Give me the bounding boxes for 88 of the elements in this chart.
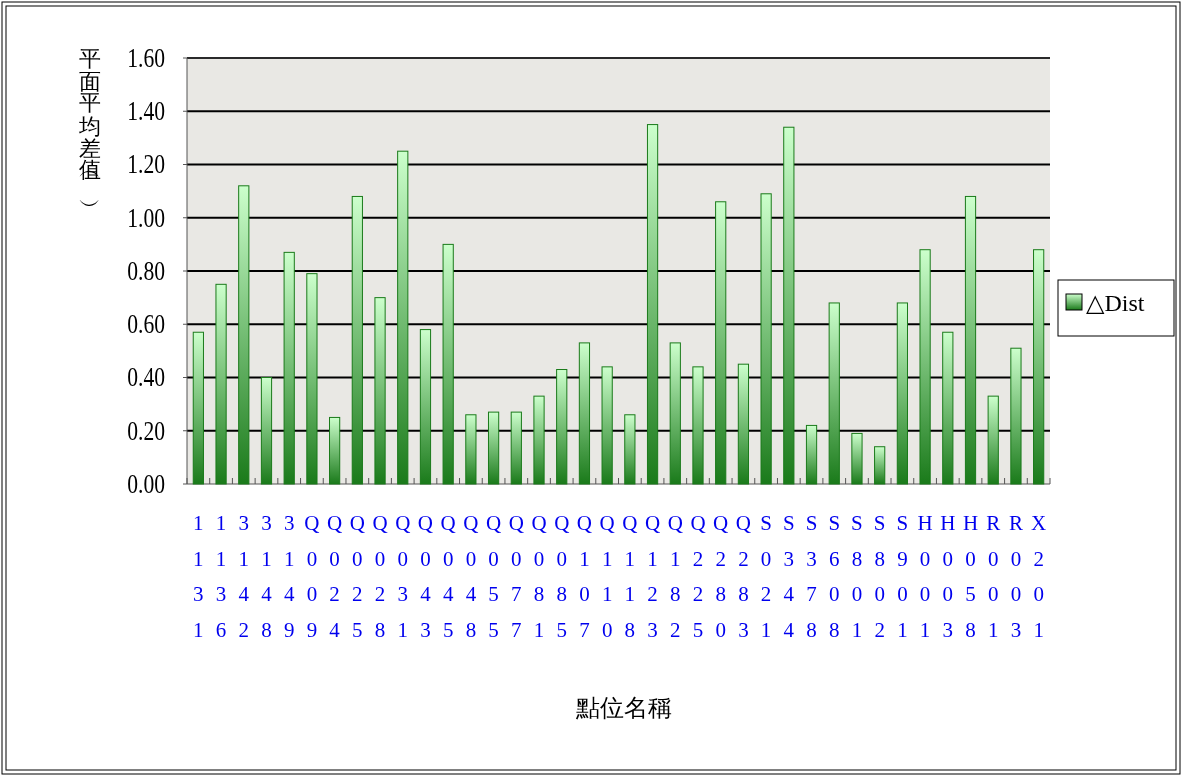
y-tick-label: 0.20 xyxy=(127,415,165,446)
legend-label: △Dist xyxy=(1086,290,1145,316)
y-tick-label: 1.40 xyxy=(127,95,165,126)
x-tick-label: Q009 xyxy=(304,511,320,642)
x-tick-label: S801 xyxy=(851,511,863,642)
bar xyxy=(805,424,818,485)
bar xyxy=(601,366,613,485)
bar xyxy=(692,366,704,485)
y-tick-label: 1.60 xyxy=(127,42,165,73)
y-tick-label: 0.40 xyxy=(127,362,165,393)
bar xyxy=(442,243,454,485)
bar xyxy=(737,363,750,485)
bar xyxy=(306,273,318,485)
x-tick-label: Q280 xyxy=(713,511,729,642)
bar xyxy=(578,342,591,485)
x-tick-label: S021 xyxy=(760,511,772,642)
bar xyxy=(487,411,500,485)
bar xyxy=(419,329,432,485)
x-tick-label: Q025 xyxy=(349,511,365,642)
x-tick-label: Q107 xyxy=(576,511,593,642)
x-tick-label: R003 xyxy=(1008,511,1023,642)
x-tick-label: Q028 xyxy=(372,511,388,642)
bar xyxy=(919,249,931,485)
x-tick-label: S344 xyxy=(782,511,795,642)
x-tick-label: 3149 xyxy=(283,511,295,642)
bar xyxy=(715,201,727,485)
x-tick-label: Q225 xyxy=(690,511,706,642)
x-tick-label: Q283 xyxy=(735,511,751,642)
x-tick-label: S608 xyxy=(828,511,841,642)
x-tick-label: H003 xyxy=(940,511,956,642)
x-tick-label: R001 xyxy=(986,511,1001,642)
x-tick-label: Q085 xyxy=(554,511,570,642)
x-tick-label: Q055 xyxy=(486,511,502,642)
x-tick-label: H001 xyxy=(917,511,933,642)
bar xyxy=(646,124,659,485)
x-tick-label: 1131 xyxy=(193,511,204,642)
x-tick-label: 3148 xyxy=(261,511,273,642)
x-tick-label: 3142 xyxy=(238,511,250,642)
bar xyxy=(465,414,477,485)
x-tick-label: Q182 xyxy=(667,511,683,642)
bar xyxy=(760,193,772,485)
x-tick-label: Q110 xyxy=(599,511,615,642)
bar xyxy=(783,126,795,485)
x-tick-label: Q077 xyxy=(508,511,524,642)
bar xyxy=(397,150,409,485)
bar xyxy=(964,195,977,485)
bar xyxy=(329,416,341,485)
x-tick-label: Q045 xyxy=(440,511,456,642)
bar xyxy=(260,377,273,485)
bar xyxy=(283,251,295,485)
bar xyxy=(374,297,386,485)
y-tick-label: 1.00 xyxy=(127,202,165,233)
bar xyxy=(624,414,636,485)
x-tick-label: X201 xyxy=(1031,511,1047,642)
bar xyxy=(987,395,999,485)
bar xyxy=(1010,347,1022,485)
y-tick-label: 1.20 xyxy=(127,149,165,180)
bar xyxy=(192,331,204,485)
bar xyxy=(874,446,886,485)
x-tick-label: H058 xyxy=(962,511,979,642)
x-tick-label: Q048 xyxy=(463,511,479,642)
bar xyxy=(556,369,568,485)
x-tick-label: Q031 xyxy=(395,511,411,642)
x-tick-label: Q123 xyxy=(644,511,661,642)
y-tick-label: 0.80 xyxy=(127,255,165,286)
x-tick-label: 1136 xyxy=(215,511,227,642)
x-axis-title: 點位名稱 xyxy=(574,695,672,721)
y-axis-title: 平面平均差值︵︶ xyxy=(77,32,103,208)
x-tick-label: S378 xyxy=(805,511,818,642)
bar xyxy=(510,411,522,485)
bar xyxy=(669,342,681,485)
x-tick-label: S901 xyxy=(896,511,909,642)
x-tick-label: Q043 xyxy=(417,511,434,642)
y-tick-label: 0.60 xyxy=(127,308,165,339)
x-tick-label: Q118 xyxy=(622,511,638,642)
x-tick-label: Q081 xyxy=(531,511,547,642)
x-tick-label: S802 xyxy=(873,511,886,642)
bar xyxy=(351,195,363,485)
bar xyxy=(215,283,227,485)
bar xyxy=(238,185,250,485)
bar xyxy=(533,395,545,485)
y-tick-label: 0.00 xyxy=(127,468,165,499)
bar xyxy=(851,432,863,485)
x-tick-label: Q024 xyxy=(327,511,343,642)
bar xyxy=(1033,249,1045,485)
bar xyxy=(942,331,954,485)
bar xyxy=(828,302,840,485)
bar xyxy=(896,302,908,485)
